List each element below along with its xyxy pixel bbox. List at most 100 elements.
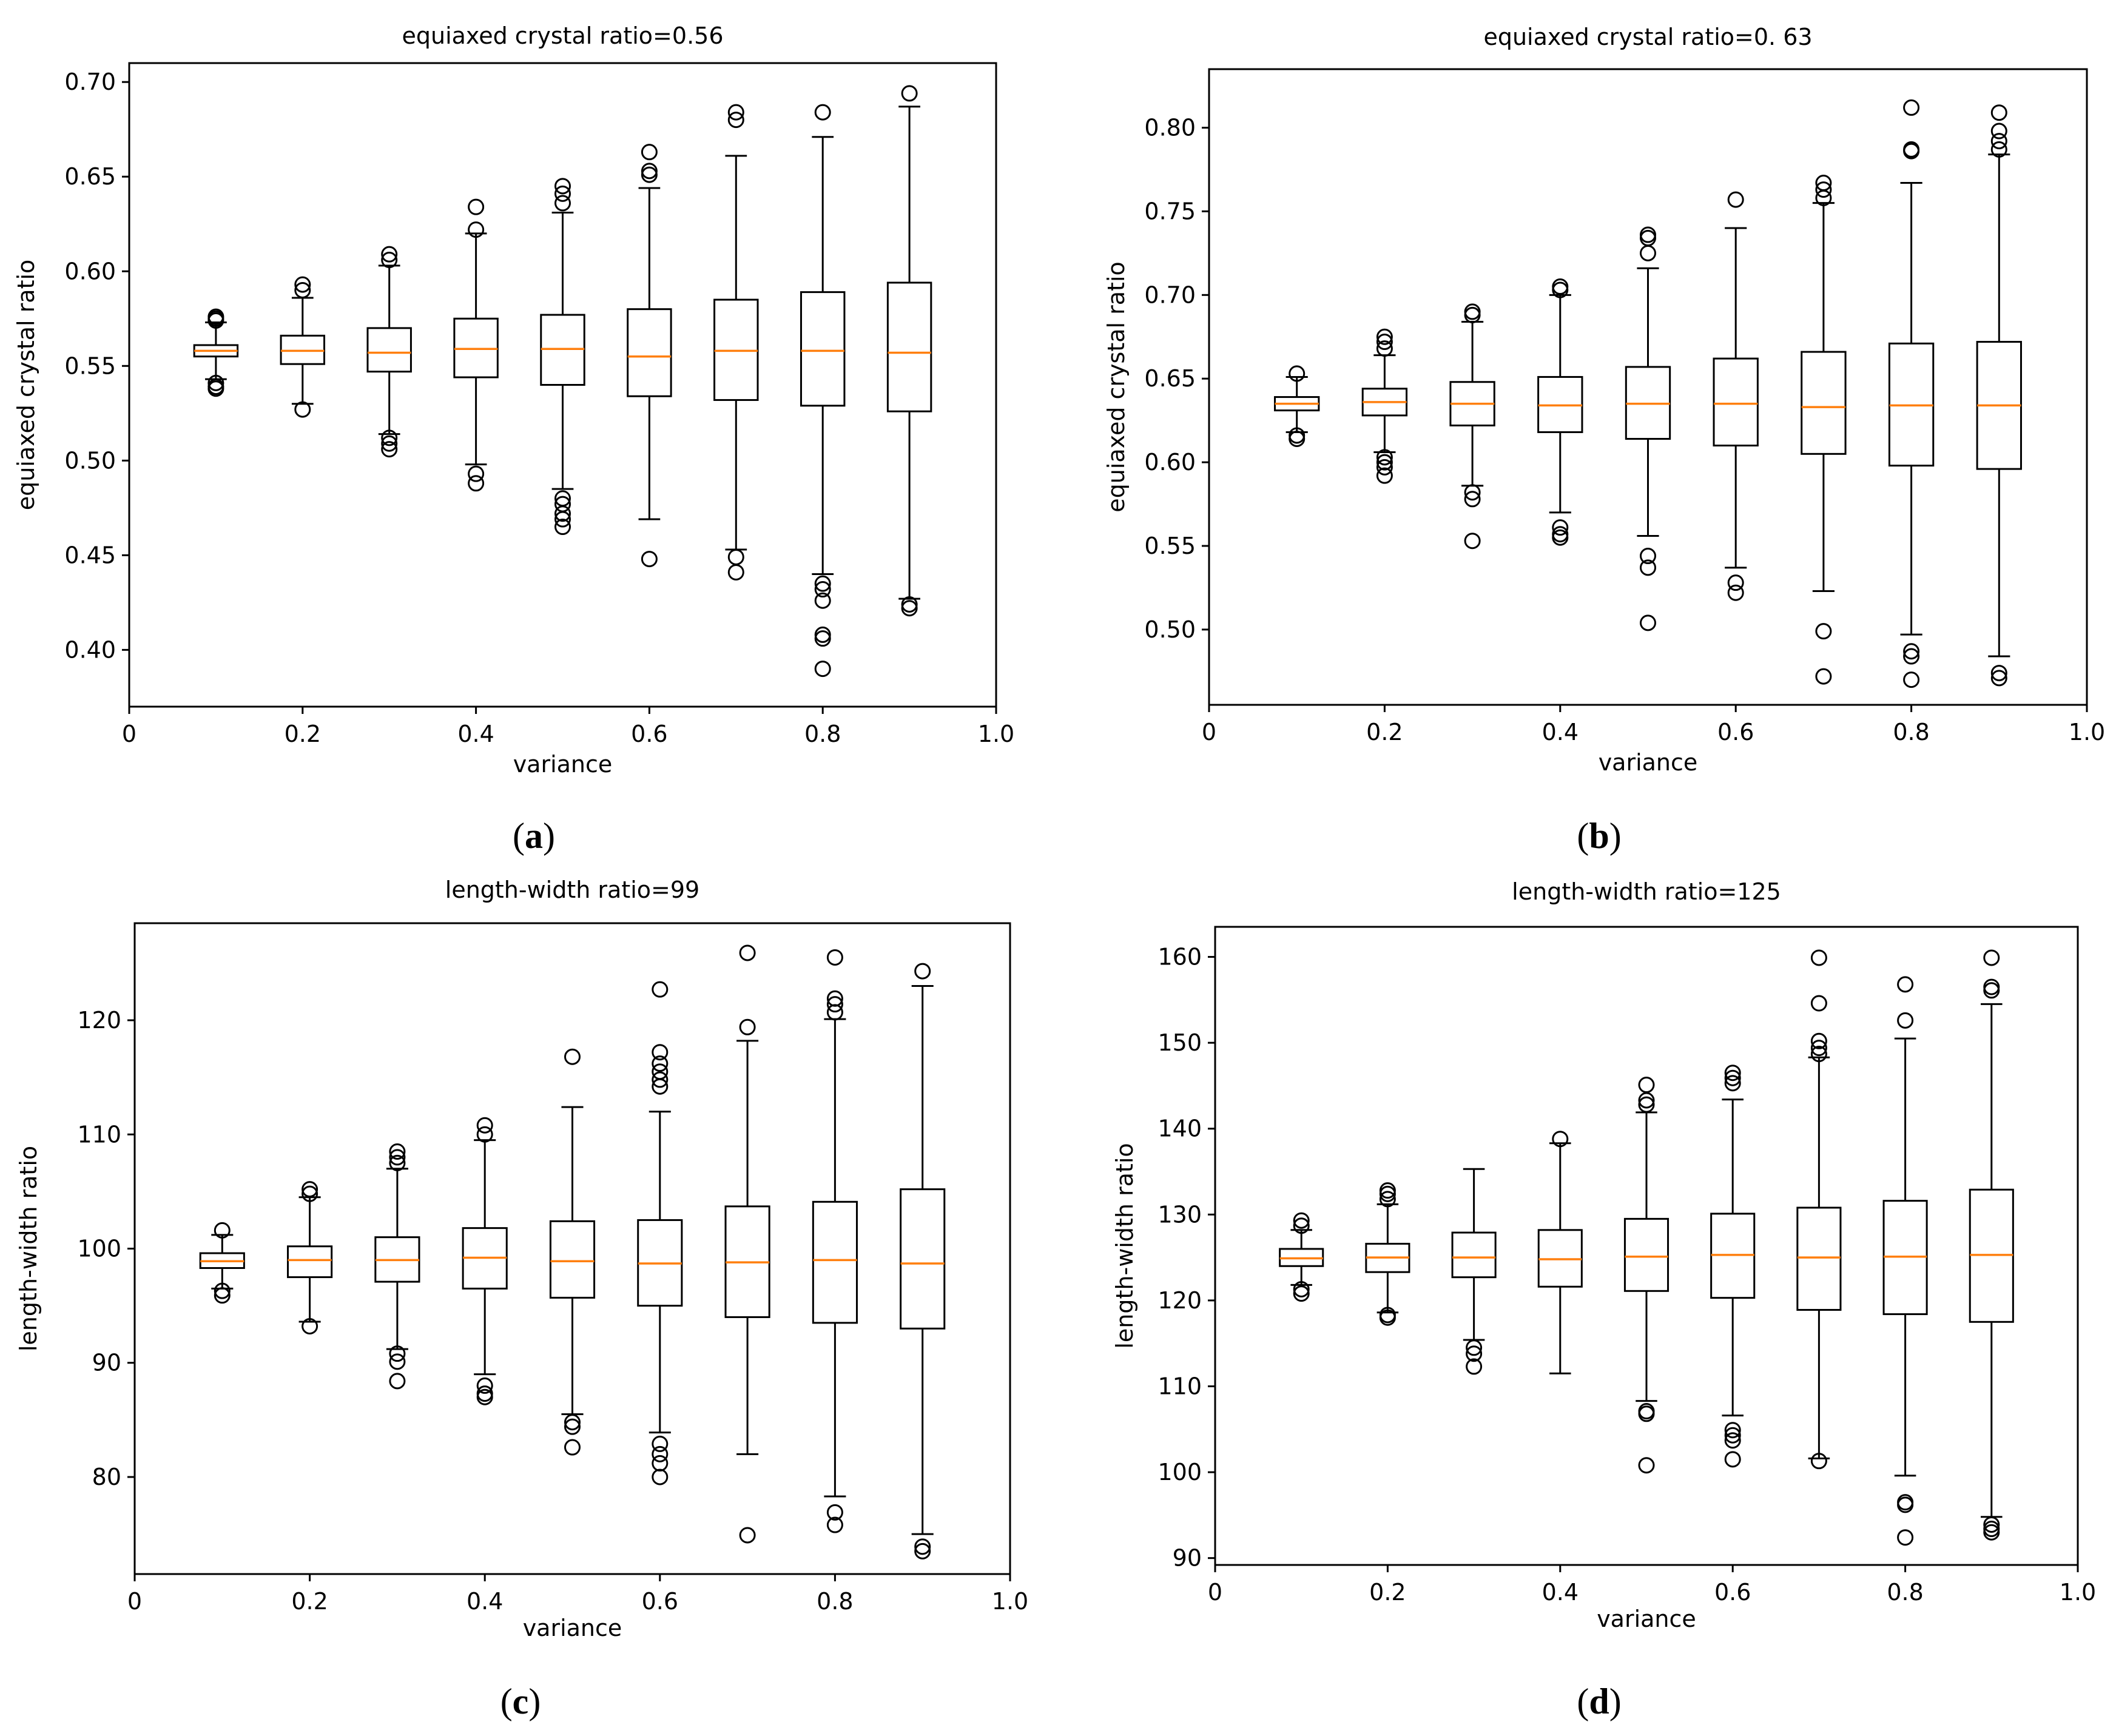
box-group <box>1796 949 1842 1470</box>
outlier-point <box>468 465 485 482</box>
outlier-point <box>381 435 398 452</box>
outlier-point <box>389 1149 406 1166</box>
outlier-point <box>1983 978 2000 995</box>
outlier-point <box>1376 328 1393 345</box>
outlier-point <box>1552 519 1569 536</box>
x-tick-label: 1.0 <box>992 1588 1028 1615</box>
outlier-point <box>1903 99 1920 116</box>
outlier-point <box>814 575 831 592</box>
outlier-point <box>1376 334 1393 351</box>
outlier-point <box>641 144 658 161</box>
box <box>366 327 412 373</box>
box <box>1451 1231 1497 1279</box>
box-group <box>287 1181 333 1335</box>
outlier-point <box>1810 1032 1827 1049</box>
y-tick-label: 0.40 <box>64 636 116 663</box>
outlier-point <box>1727 191 1744 208</box>
x-tick-label: 1.0 <box>2069 719 2105 745</box>
y-tick-label: 120 <box>1157 1287 1202 1314</box>
outlier-point <box>554 519 571 536</box>
x-tick-label: 0.8 <box>1887 1579 1923 1606</box>
outlier-point <box>652 1445 669 1462</box>
outlier-point <box>1552 1131 1569 1148</box>
outlier-point <box>214 1287 231 1304</box>
box-group <box>280 276 326 418</box>
x-tick-label: 0.8 <box>817 1588 853 1615</box>
box-group <box>713 104 759 580</box>
x-tick-label: 0.6 <box>642 1588 678 1615</box>
box-group <box>462 1117 508 1405</box>
outlier-point <box>207 380 224 397</box>
outlier-point <box>1552 278 1569 295</box>
outlier-point <box>302 1185 318 1202</box>
outlier-point <box>564 1439 581 1456</box>
outlier-point <box>1379 1309 1396 1326</box>
y-tick-label: 100 <box>1157 1459 1202 1485</box>
box <box>287 1245 333 1279</box>
outlier-point <box>1810 1040 1827 1057</box>
chart-title: equiaxed crystal ratio=0.56 <box>402 22 723 49</box>
y-tick-label: 120 <box>77 1007 121 1034</box>
outlier-point <box>1990 123 2007 140</box>
y-tick-label: 0.80 <box>1144 115 1196 141</box>
outlier-point <box>1810 1046 1827 1063</box>
outlier-point <box>1897 1012 1914 1029</box>
y-tick-label: 90 <box>1173 1545 1202 1572</box>
box-group <box>637 981 683 1485</box>
outlier-point <box>381 429 398 446</box>
outlier-point <box>554 511 571 528</box>
outlier-point <box>389 1345 406 1362</box>
y-axis-label: length-width ratio <box>1111 1143 1138 1348</box>
outlier-point <box>214 1222 231 1239</box>
outlier-point <box>1293 1285 1310 1302</box>
outlier-point <box>207 374 224 391</box>
panel-letter-d: (d) <box>1577 1681 1621 1721</box>
outlier-point <box>564 1414 581 1431</box>
outlier-point <box>1464 491 1481 508</box>
box-group <box>1537 278 1583 546</box>
y-axis-label: equiaxed crystal ratio <box>1103 261 1130 513</box>
outlier-point <box>1376 449 1393 466</box>
outlier-point <box>641 551 658 568</box>
outlier-point <box>641 166 658 183</box>
outlier-point <box>914 1543 931 1559</box>
box <box>812 1200 858 1324</box>
outlier-point <box>1464 533 1481 550</box>
x-tick-label: 0.6 <box>1714 1579 1751 1606</box>
chart-b: equiaxed crystal ratio=0. 63 0 0.2 0.4 0.6 0.… <box>1103 24 2105 776</box>
outlier-point <box>294 281 311 298</box>
box-group <box>1713 191 1759 601</box>
box-group <box>800 104 846 678</box>
box-group <box>1625 226 1671 631</box>
y-tick-label: 150 <box>1157 1029 1202 1056</box>
box <box>1801 351 1847 455</box>
box-group <box>1451 1168 1497 1375</box>
x-tick-label: 0.8 <box>1893 719 1929 745</box>
outlier-point <box>554 505 571 522</box>
box-group <box>1449 303 1495 550</box>
outlier-point <box>1990 670 2007 687</box>
outlier-point <box>652 1055 669 1072</box>
outlier-point <box>1903 141 1920 158</box>
outlier-point <box>1810 949 1827 966</box>
chart-title: length-width ratio=125 <box>1512 878 1781 905</box>
y-tick-label: 90 <box>92 1350 121 1376</box>
outlier-point <box>214 1282 231 1299</box>
outlier-point <box>1638 1077 1655 1094</box>
box-group <box>1976 104 2022 687</box>
axes-frame <box>1208 68 2088 706</box>
x-tick-label: 0.4 <box>1542 719 1579 745</box>
y-tick-label: 0.70 <box>1144 281 1196 308</box>
outlier-point <box>1466 1339 1483 1356</box>
x-tick-label: 0.2 <box>291 1588 328 1615</box>
outlier-point <box>302 1318 318 1335</box>
outlier-point <box>389 1373 406 1390</box>
outlier-point <box>1293 1212 1310 1229</box>
outlier-point <box>901 600 918 617</box>
chart-title: length-width ratio=99 <box>445 876 699 903</box>
panel-d: length-width ratio=125 0 0.2 0.4 0.6 0.8 1.0 90… <box>1111 878 2096 1721</box>
box-group <box>1882 976 1928 1546</box>
outlier-point <box>1379 1182 1396 1199</box>
axes-frame <box>1214 926 2079 1566</box>
